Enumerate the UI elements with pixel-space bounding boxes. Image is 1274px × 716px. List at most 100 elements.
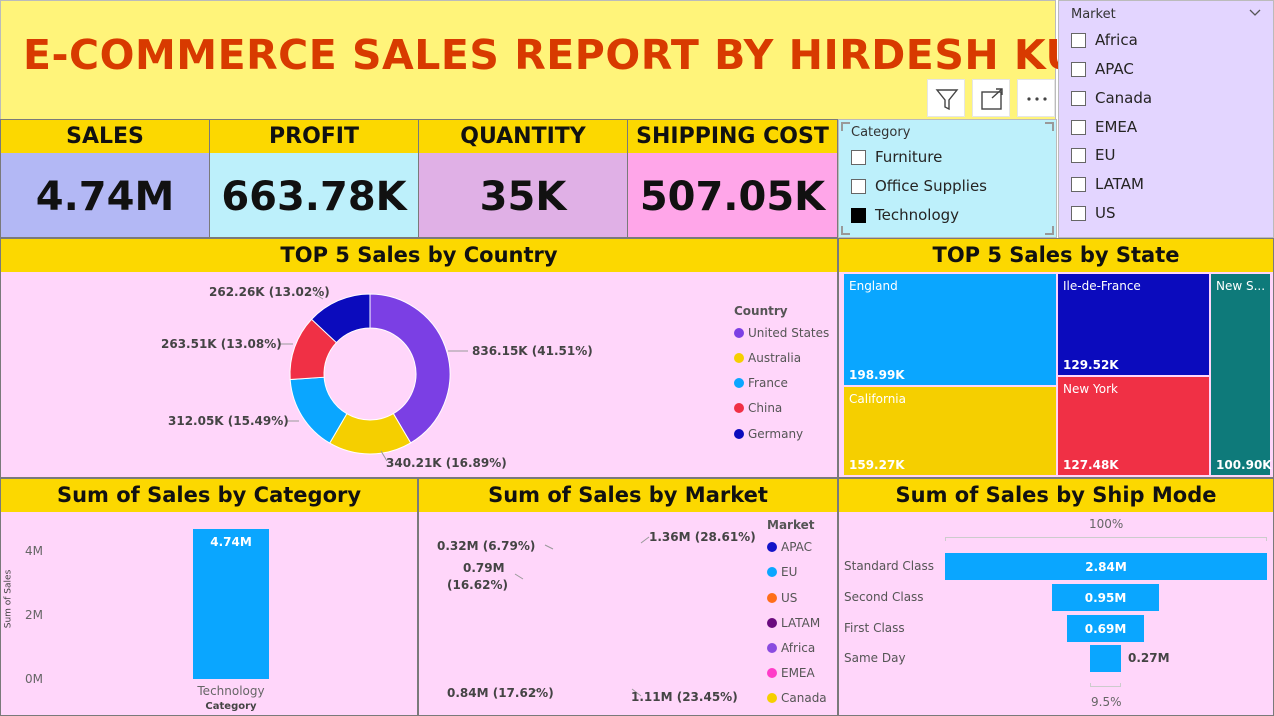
slicer-item-label: LATAM [1095, 175, 1144, 193]
funnel-bar-second-class[interactable]: 0.95M [1052, 584, 1159, 611]
focus-mode-icon [973, 80, 1011, 118]
slicer-item-technology[interactable]: Technology [851, 206, 959, 224]
slicer-item-africa[interactable]: Africa [1071, 31, 1138, 49]
slicer-item-apac[interactable]: APAC [1071, 60, 1134, 78]
kpi-value: 507.05K [628, 174, 837, 220]
legend-dot [767, 643, 777, 653]
legend-label: LATAM [781, 616, 820, 630]
legend-item[interactable]: China [734, 401, 782, 415]
data-label: 312.05K (15.49%) [168, 414, 289, 428]
kpi-value: 663.78K [210, 174, 418, 220]
slicer-corner [1045, 226, 1054, 235]
checkbox[interactable] [1071, 91, 1086, 106]
country-donut-chart[interactable] [1, 239, 839, 479]
legend-item[interactable]: Canada [767, 691, 827, 705]
legend-label: Canada [781, 691, 827, 705]
visual-toolbar [927, 79, 1057, 117]
tile-label: Ile-de-France [1063, 279, 1141, 293]
tile-label: California [849, 392, 906, 406]
legend-item[interactable]: EU [767, 565, 797, 579]
funnel-bar-same-day[interactable] [1090, 645, 1121, 672]
bar-data-label: 0.95M [1085, 591, 1127, 605]
treemap-tile-england[interactable]: England 198.99K [844, 274, 1056, 385]
market-slicer: Market Africa APAC Canada EMEA EU LATAM … [1058, 0, 1274, 238]
slicer-item-furniture[interactable]: Furniture [851, 148, 942, 166]
more-options-button[interactable] [1017, 79, 1055, 117]
legend-item[interactable]: APAC [767, 540, 812, 554]
kpi-card-quantity: QUANTITY 35K [418, 119, 628, 238]
legend-item[interactable]: Germany [734, 427, 803, 441]
slicer-corner [1045, 122, 1054, 131]
checkbox[interactable] [1071, 177, 1086, 192]
kpi-value: 4.74M [1, 174, 209, 220]
slicer-item-canada[interactable]: Canada [1071, 89, 1152, 107]
legend-item[interactable]: France [734, 376, 788, 390]
legend-item[interactable]: LATAM [767, 616, 820, 630]
funnel-top-percent: 100% [1089, 517, 1123, 531]
chevron-down-icon[interactable] [1249, 9, 1261, 17]
slicer-item-label: Canada [1095, 89, 1152, 107]
data-label: 1.36M (28.61%) [649, 530, 756, 544]
slicer-item-emea[interactable]: EMEA [1071, 118, 1137, 136]
tile-value: 198.99K [849, 368, 905, 382]
slicer-item-label: APAC [1095, 60, 1134, 78]
legend-item[interactable]: United States [734, 326, 829, 340]
legend-item[interactable]: EMEA [767, 666, 815, 680]
bar-technology[interactable]: 4.74M [193, 529, 269, 679]
slicer-item-latam[interactable]: LATAM [1071, 175, 1144, 193]
slicer-item-label: Africa [1095, 31, 1138, 49]
slicer-item-label: Technology [875, 206, 959, 224]
checkbox[interactable] [1071, 62, 1086, 77]
slicer-item-label: Office Supplies [875, 177, 987, 195]
slicer-item-label: US [1095, 204, 1116, 222]
legend-item[interactable]: Australia [734, 351, 801, 365]
treemap-tile-california[interactable]: California 159.27K [844, 387, 1056, 475]
checkbox-checked[interactable] [851, 208, 866, 223]
funnel-label: First Class [844, 621, 905, 635]
tile-label: England [849, 279, 898, 293]
slicer-item-us[interactable]: US [1071, 204, 1116, 222]
shipmode-chart-panel: Sum of Sales by Ship Mode 100% Standard … [838, 478, 1274, 716]
funnel-bracket [1090, 683, 1121, 687]
treemap-tile-new-york[interactable]: New York 127.48K [1058, 377, 1209, 475]
bar-data-label: 4.74M [193, 535, 269, 549]
report-title: E-COMMERCE SALES REPORT BY HIRDESH KUMAR [23, 31, 1185, 79]
bar-data-label: 2.84M [1085, 560, 1127, 574]
data-label: 263.51K (13.08%) [161, 337, 282, 351]
legend-label: France [748, 376, 788, 390]
focus-mode-button[interactable] [972, 79, 1010, 117]
filter-button[interactable] [927, 79, 965, 117]
funnel-bar-standard-class[interactable]: 2.84M [945, 553, 1267, 580]
legend-label: United States [748, 326, 829, 340]
data-label: 0.79M [463, 561, 505, 575]
data-label: 0.32M (6.79%) [437, 539, 535, 553]
checkbox[interactable] [1071, 33, 1086, 48]
checkbox[interactable] [1071, 148, 1086, 163]
legend-item[interactable]: US [767, 591, 797, 605]
y-tick-label: 2M [25, 608, 43, 622]
more-options-icon [1018, 80, 1056, 118]
legend-dot [734, 403, 744, 413]
category-chart-panel: Sum of Sales by Category Sum of Sales 4M… [0, 478, 418, 716]
slicer-item-office-supplies[interactable]: Office Supplies [851, 177, 987, 195]
y-tick-label: 4M [25, 544, 43, 558]
checkbox[interactable] [1071, 206, 1086, 221]
funnel-bracket [945, 537, 1267, 541]
legend-item[interactable]: Africa [767, 641, 815, 655]
funnel-label: Second Class [844, 590, 924, 604]
treemap-tile-new-south-wales[interactable]: New S... 100.90K [1211, 274, 1270, 475]
funnel-bar-first-class[interactable]: 0.69M [1067, 615, 1144, 642]
slicer-title: Market [1071, 7, 1116, 22]
tile-label: New S... [1216, 279, 1265, 293]
kpi-card-profit: PROFIT 663.78K [209, 119, 419, 238]
checkbox[interactable] [851, 179, 866, 194]
tile-value: 129.52K [1063, 358, 1119, 372]
slicer-item-eu[interactable]: EU [1071, 146, 1115, 164]
leader-line [641, 537, 649, 543]
legend-label: Africa [781, 641, 815, 655]
legend-dot [767, 593, 777, 603]
checkbox[interactable] [851, 150, 866, 165]
checkbox[interactable] [1071, 120, 1086, 135]
data-label: (16.62%) [447, 578, 508, 592]
treemap-tile-ile-de-france[interactable]: Ile-de-France 129.52K [1058, 274, 1209, 375]
